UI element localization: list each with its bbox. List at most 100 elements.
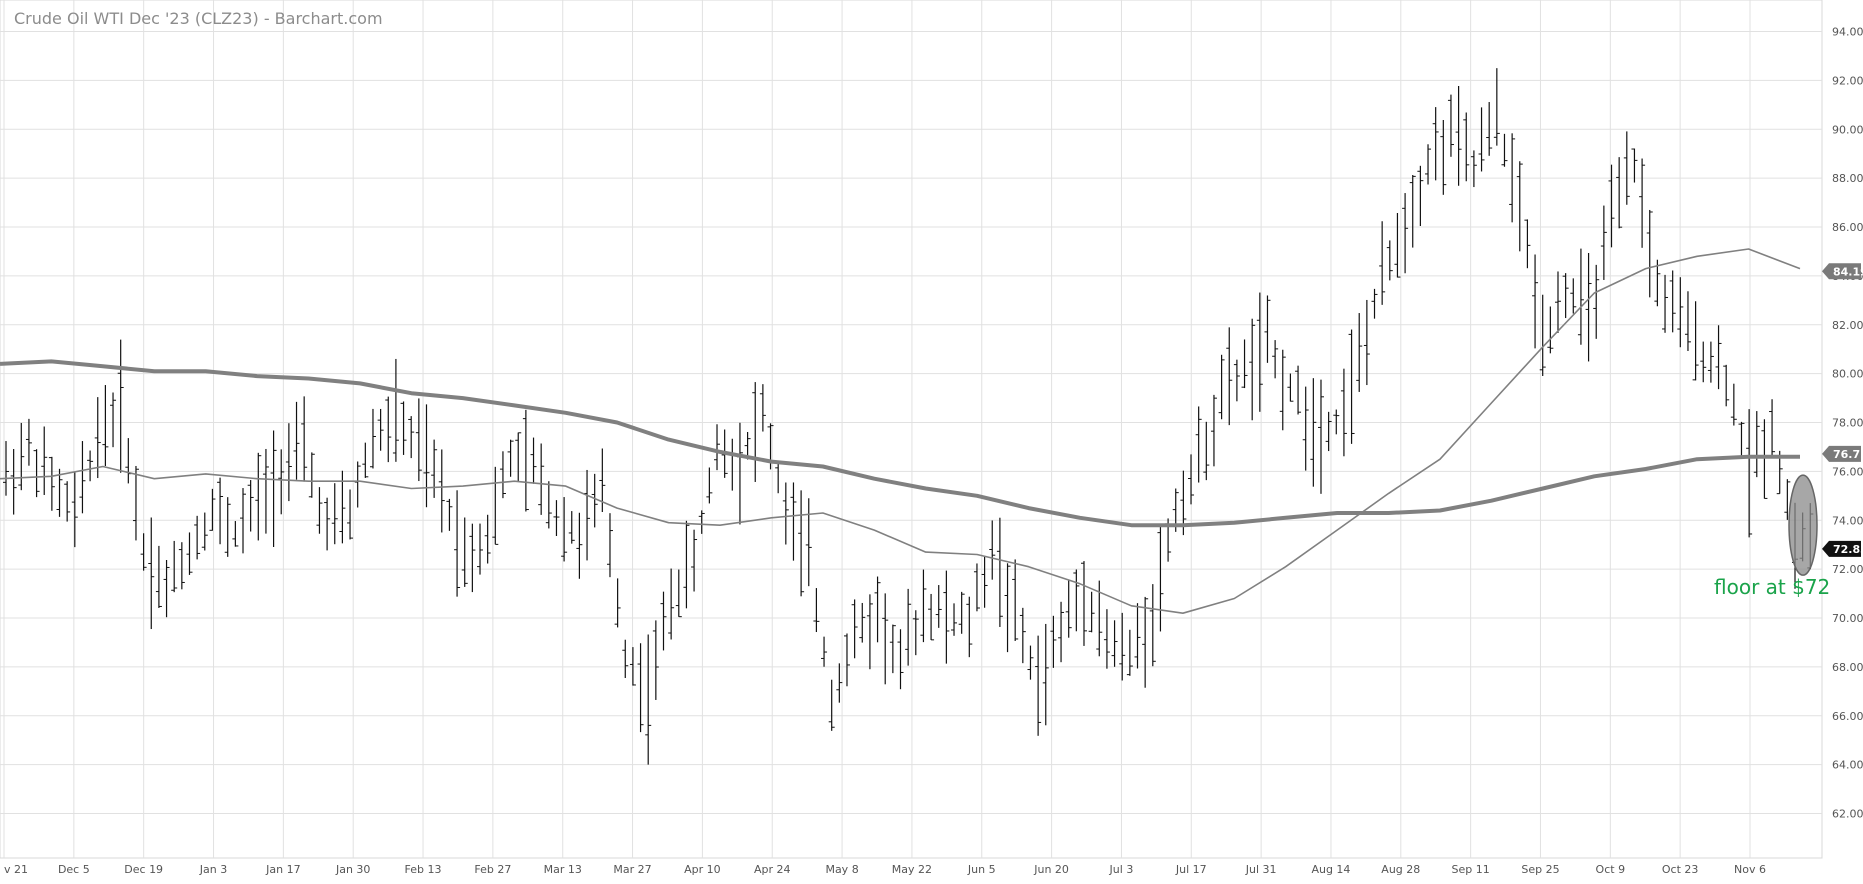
price-bar: [897, 629, 904, 690]
price-bar: [1080, 561, 1087, 646]
price-bar: [1058, 601, 1065, 663]
y-tick-label: 82.00: [1832, 319, 1863, 332]
price-bar: [125, 438, 132, 484]
price-bar: [240, 488, 247, 554]
price-bar: [629, 647, 636, 686]
price-bar: [1547, 306, 1554, 354]
moving-average-long-line: [0, 359, 1800, 528]
price-bar: [94, 397, 101, 479]
y-tick-label: 88.00: [1832, 172, 1863, 185]
price-bar: [1302, 386, 1309, 471]
price-bar: [224, 497, 231, 557]
price-bar: [1111, 620, 1118, 667]
price-bar: [347, 489, 354, 540]
price-bar: [1287, 373, 1294, 402]
x-tick-label: Dec 19: [124, 863, 163, 876]
price-bar: [209, 488, 216, 531]
price-bar: [973, 563, 980, 612]
price-bar: [10, 449, 17, 515]
price-bar: [354, 461, 361, 508]
price-bar: [759, 384, 766, 432]
y-tick-label: 92.00: [1832, 74, 1863, 87]
price-bar: [1646, 209, 1653, 298]
price-bar: [247, 480, 254, 532]
price-labels: 84.19 76.72 72.83: [1822, 263, 1863, 557]
price-bar: [1769, 399, 1776, 456]
x-tick-label: Jul 3: [1109, 863, 1134, 876]
price-bar: [148, 517, 155, 630]
price-bar: [637, 643, 644, 733]
price-bar: [454, 490, 461, 597]
price-bar: [1325, 411, 1332, 452]
price-bar: [1516, 161, 1523, 252]
price-bar: [1570, 278, 1577, 314]
price-bar: [1623, 131, 1630, 205]
price-bar: [1409, 175, 1416, 248]
price-bar: [645, 634, 652, 765]
price-bar: [423, 404, 430, 508]
price-bar: [775, 462, 782, 494]
price-bar: [3, 441, 9, 496]
x-tick-label: Aug 28: [1381, 863, 1420, 876]
price-bar: [1707, 341, 1714, 383]
price-bar: [851, 599, 858, 659]
price-bar: [484, 514, 491, 564]
price-bar: [392, 358, 399, 462]
price-bar: [415, 398, 422, 482]
price-bar: [996, 517, 1003, 627]
price-bar: [285, 423, 292, 502]
price-bar: [584, 469, 591, 561]
price-bar: [668, 568, 675, 640]
x-tick-label: Oct 23: [1662, 863, 1699, 876]
price-bar: [1432, 107, 1439, 181]
price-bar: [1493, 68, 1500, 146]
price-bar: [1004, 563, 1011, 653]
price-bar: [675, 569, 682, 618]
price-bars: [3, 68, 1814, 765]
price-bar: [1501, 133, 1508, 167]
price-bar: [33, 449, 40, 498]
y-tick-label: 90.00: [1832, 123, 1863, 136]
price-bar: [469, 523, 476, 593]
price-bar: [1654, 259, 1661, 307]
y-tick-label: 86.00: [1832, 221, 1863, 234]
price-bar: [1363, 299, 1370, 386]
price-bar: [805, 498, 812, 587]
y-tick-label: 70.00: [1832, 612, 1863, 625]
price-bar: [1761, 419, 1768, 499]
price-bar: [1050, 615, 1057, 668]
price-tag-text: 76.72: [1833, 448, 1863, 461]
price-bar: [561, 497, 568, 562]
price-bar: [1295, 365, 1302, 415]
price-bar: [1524, 219, 1531, 269]
x-tick-label: Jun 20: [1033, 863, 1069, 876]
price-bar: [683, 520, 690, 609]
price-bar: [132, 465, 139, 541]
price-bar: [691, 529, 698, 592]
price-bar: [255, 452, 262, 541]
price-bar: [905, 588, 912, 666]
price-bar: [1669, 270, 1676, 333]
price-bar: [1616, 157, 1623, 229]
price-bar: [1440, 119, 1447, 195]
price-bar: [499, 451, 506, 499]
x-tick-label: Sep 11: [1452, 863, 1490, 876]
price-tag: 84.19: [1822, 263, 1863, 280]
price-bar: [171, 540, 178, 593]
price-bar: [117, 339, 124, 473]
price-bar: [813, 588, 820, 633]
price-bar: [545, 481, 552, 529]
price-bar: [1249, 318, 1256, 421]
price-bar: [522, 409, 529, 512]
price-bar: [1554, 271, 1561, 333]
price-bar: [714, 424, 721, 471]
price-bar: [1532, 254, 1539, 349]
price-bar: [492, 466, 499, 545]
price-bar: [1662, 274, 1669, 333]
price-tag: 72.83: [1822, 540, 1863, 557]
plot-frame: [0, 0, 1823, 859]
price-bar: [1088, 591, 1095, 633]
price-bar: [1425, 144, 1432, 185]
price-bar: [882, 593, 889, 685]
price-bar: [736, 422, 743, 525]
